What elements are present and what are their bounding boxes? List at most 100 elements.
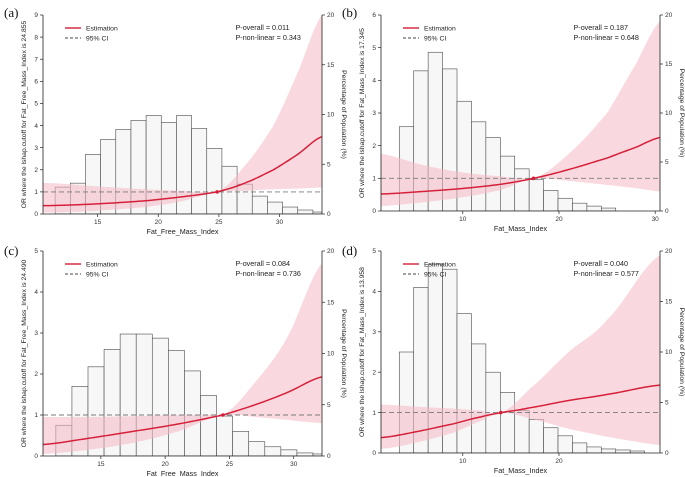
- histogram-bar: [528, 419, 544, 453]
- y2-tick-label: 10: [665, 110, 673, 117]
- x-tick-label: 20: [155, 219, 163, 226]
- y-axis-label: OR where the lshap.cutoff for Fat_Mass_I…: [359, 28, 366, 198]
- histogram-bar: [514, 168, 530, 211]
- legend-ci-label: 95% CI: [424, 271, 446, 278]
- histogram-bar: [251, 195, 268, 214]
- p-overall: P-overall = 0.187: [574, 23, 629, 32]
- histogram-bar: [264, 446, 282, 456]
- cutoff-point: [531, 176, 536, 181]
- histogram-bar: [232, 431, 250, 456]
- y-axis-label: OR where the lshap.cutoff for Fat_Mass_I…: [359, 267, 366, 437]
- ci-band: [43, 15, 322, 213]
- y2-tick-label: 0: [665, 450, 669, 457]
- histogram-bar: [456, 313, 472, 453]
- x-tick-label: 30: [652, 216, 660, 223]
- x-tick-label: 20: [555, 216, 563, 223]
- histogram-bar: [485, 137, 501, 211]
- y-tick-label: 7: [34, 56, 38, 63]
- histogram-bar: [191, 128, 208, 214]
- histogram-bar: [280, 449, 298, 456]
- histogram-bar: [282, 206, 299, 214]
- y-tick-label: 1: [34, 412, 38, 419]
- y-tick-label: 5: [372, 248, 376, 255]
- y2-tick-label: 15: [665, 299, 673, 306]
- y2-tick-label: 20: [327, 248, 335, 255]
- y-tick-label: 2: [372, 143, 376, 150]
- x-tick-label: 15: [94, 219, 102, 226]
- y-tick-label: 3: [34, 330, 38, 337]
- cutoff-point: [499, 410, 503, 415]
- y2-tick-label: 5: [327, 402, 331, 409]
- y2-tick-label: 0: [665, 208, 669, 215]
- cutoff-point: [221, 413, 225, 417]
- estimate-line: [43, 135, 322, 207]
- y-tick-label: 1: [372, 410, 376, 417]
- x-tick-label: 20: [555, 458, 563, 465]
- legend-ci-label: 95% CI: [86, 35, 108, 42]
- x-axis-label: Fat_Mass_Index: [494, 224, 548, 233]
- y2-tick-label: 10: [327, 112, 335, 119]
- x-tick-label: 15: [97, 461, 105, 468]
- y-tick-label: 0: [372, 450, 376, 457]
- histogram-bar: [586, 446, 602, 453]
- p-nonlinear: P-non-linear = 0.577: [574, 269, 639, 278]
- histogram-bar: [267, 201, 283, 214]
- x-tick-label: 10: [459, 458, 467, 465]
- histogram-bar: [572, 442, 588, 453]
- y-tick-label: 5: [372, 45, 376, 52]
- panel-label: (d): [342, 243, 357, 258]
- y2-tick-label: 10: [327, 351, 335, 358]
- estimate-line: [43, 376, 322, 446]
- histogram-bar: [557, 435, 573, 453]
- histogram-bar: [168, 350, 185, 456]
- y-tick-label: 4: [34, 289, 38, 296]
- y2-tick-label: 15: [665, 61, 673, 68]
- legend-estimation-label: Estimation: [86, 261, 118, 268]
- y2-tick-label: 5: [665, 159, 669, 166]
- y2-tick-label: 5: [665, 400, 669, 407]
- histogram-bar: [615, 449, 631, 453]
- histogram-bar: [200, 395, 217, 456]
- histogram-bar: [601, 207, 617, 211]
- histogram-bar: [586, 205, 602, 211]
- ci-band: [381, 21, 660, 207]
- y-tick-label: 4: [372, 289, 376, 296]
- y-axis-label: OR where the lshap.cutoff for Fat_Free_M…: [21, 20, 28, 208]
- x-axis-label: Fat_Free_Mass_Index: [147, 469, 219, 477]
- y2-tick-label: 5: [327, 161, 331, 168]
- y2-tick-label: 15: [327, 299, 335, 306]
- histogram-bar: [471, 121, 487, 211]
- histogram-bar: [572, 202, 588, 211]
- y2-tick-label: 20: [665, 12, 673, 19]
- x-tick-label: 25: [226, 461, 234, 468]
- histogram-bar: [248, 441, 266, 456]
- p-overall: P-overall = 0.084: [236, 259, 291, 268]
- estimate-line: [381, 384, 660, 439]
- y-tick-label: 2: [34, 167, 38, 174]
- y-tick-label: 6: [34, 79, 38, 86]
- panel-d: 10 20 0 1 2 3 4 5 0 5 10 15 20 Fat_Mass_Index OR where…: [342, 243, 685, 475]
- x-axis-label: Fat_Free_Mass_Index: [147, 227, 219, 236]
- y-tick-label: 8: [34, 34, 38, 41]
- histogram-bar: [206, 148, 223, 214]
- panel-c: 15 20 25 3001234505101520Fat_Free_Mass_Inde…: [4, 243, 347, 477]
- y-tick-label: 1: [372, 176, 376, 183]
- legend-ci-label: 95% CI: [424, 35, 446, 42]
- p-overall: P-overall = 0.040: [574, 259, 629, 268]
- y-tick-label: 3: [34, 145, 38, 152]
- cutoff-point: [215, 190, 219, 194]
- histogram-bar: [151, 337, 169, 456]
- y-tick-label: 6: [372, 12, 376, 19]
- y2-tick-label: 20: [665, 248, 673, 255]
- y-tick-label: 2: [34, 371, 38, 378]
- x-tick-label: 20: [162, 461, 170, 468]
- y2-tick-label: 0: [327, 453, 331, 460]
- histogram-bar: [471, 343, 487, 453]
- histogram-bar: [629, 450, 645, 453]
- estimate-line: [381, 136, 660, 195]
- y-tick-label: 1: [34, 189, 38, 196]
- y-tick-label: 4: [372, 78, 376, 85]
- panel-label: (c): [4, 243, 18, 258]
- y-tick-label: 3: [372, 329, 376, 336]
